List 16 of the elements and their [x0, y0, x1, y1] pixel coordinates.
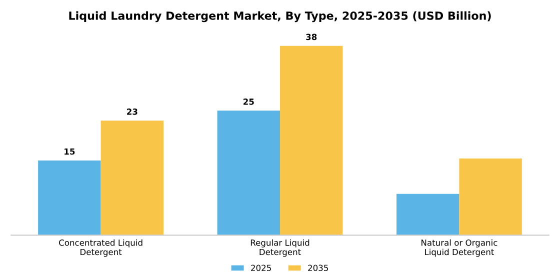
x-tick-label: Regular Liquid Detergent	[250, 239, 310, 257]
chart-title: Liquid Laundry Detergent Market, By Type, 2025-2035 (USD Billion)	[69, 11, 491, 22]
data-label: 23	[127, 108, 138, 115]
data-label: 25	[244, 98, 254, 105]
data-label: 15	[64, 148, 75, 155]
bar	[459, 158, 522, 236]
x-tick-label: Natural or Organic Liquid Detergent	[422, 239, 498, 257]
bar	[396, 194, 460, 236]
bar	[38, 160, 101, 236]
bar	[280, 46, 343, 236]
legend-label: 2035	[308, 264, 328, 272]
bar	[217, 110, 280, 236]
data-label: 38	[306, 34, 317, 40]
legend-label: 2025	[251, 264, 271, 272]
x-tick-label: Concentrated Liquid Detergent	[59, 239, 142, 257]
bar	[100, 120, 164, 236]
